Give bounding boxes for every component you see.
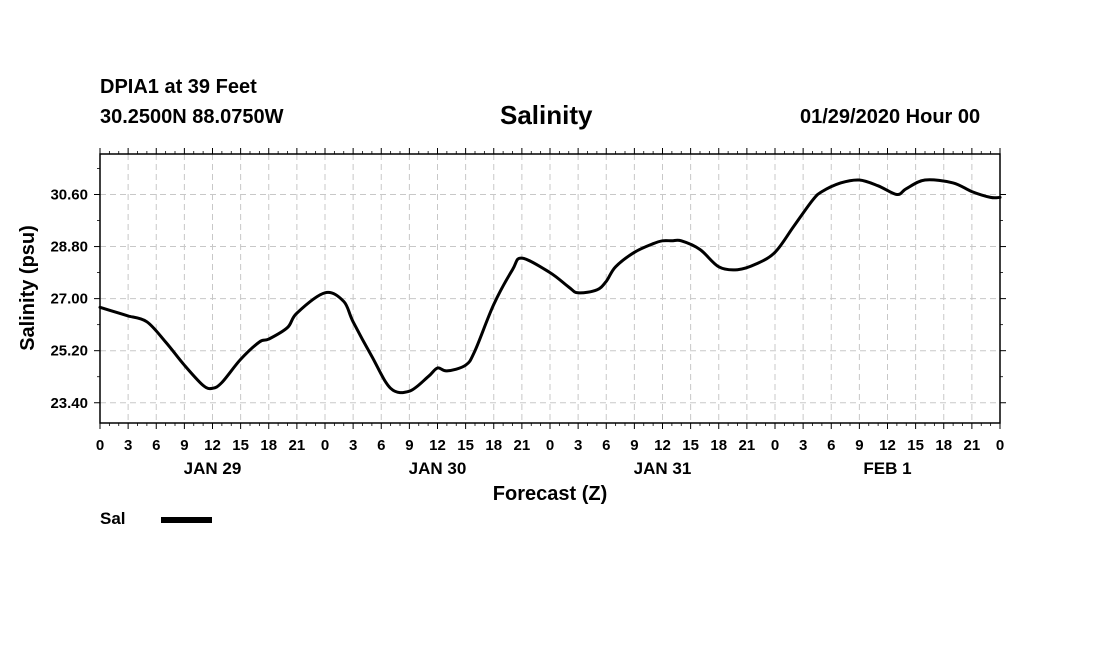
x-tick-label: 12 (429, 437, 446, 454)
x-tick-label: 15 (907, 437, 924, 454)
x-axis-label: Forecast (Z) (493, 483, 607, 505)
x-tick-label: 3 (349, 437, 357, 454)
x-tick-label: 9 (630, 437, 638, 454)
x-tick-label: 9 (855, 437, 863, 454)
x-tick-label: 0 (771, 437, 779, 454)
x-tick-label: 21 (739, 437, 756, 454)
x-tick-label: 0 (996, 437, 1004, 454)
x-tick-label: 9 (180, 437, 188, 454)
x-tick-label: 15 (232, 437, 249, 454)
x-tick-label: 0 (96, 437, 104, 454)
x-tick-label: 12 (879, 437, 896, 454)
x-tick-label: 3 (124, 437, 132, 454)
x-tick-label: 12 (204, 437, 221, 454)
x-tick-label: 3 (799, 437, 807, 454)
grid-lines (100, 154, 1000, 423)
x-tick-label: 18 (935, 437, 952, 454)
legend-line-swatch (161, 517, 212, 523)
x-tick-label: 0 (321, 437, 329, 454)
series-line-sal (98, 178, 1002, 395)
y-tick-label: 27.00 (50, 291, 88, 308)
date-label: JAN 29 (184, 459, 242, 478)
x-tick-label: 6 (152, 437, 160, 454)
y-tick-label: 25.20 (50, 343, 88, 360)
date-label: JAN 30 (409, 459, 467, 478)
date-label: FEB 1 (863, 459, 911, 478)
x-tick-label: 6 (827, 437, 835, 454)
forecast-datetime: 01/29/2020 Hour 00 (800, 106, 981, 128)
station-coordinates: 30.2500N 88.0750W (100, 106, 284, 128)
x-tick-label: 9 (405, 437, 413, 454)
x-tick-label: 18 (260, 437, 277, 454)
series-layer (98, 178, 1002, 395)
x-tick-label: 3 (574, 437, 582, 454)
x-tick-label: 6 (602, 437, 610, 454)
x-tick-label: 12 (654, 437, 671, 454)
x-tick-label: 0 (546, 437, 554, 454)
tick-labels: 0 3 6 9 12 15 18 21 0 3 6 9 12 15 18 21 0 3 6 9 12 15 18 21 0 3 6 9… (50, 186, 1004, 478)
x-tick-label: 21 (289, 437, 306, 454)
axis-ticks (94, 148, 1006, 429)
station-name: DPIA1 at 39 Feet (100, 76, 257, 98)
y-tick-label: 28.80 (50, 239, 88, 256)
y-axis-label: Salinity (psu) (17, 225, 39, 351)
chart-title: Salinity (500, 100, 593, 130)
y-tick-label: 30.60 (50, 186, 88, 203)
legend-label: Sal (100, 509, 126, 528)
date-label: JAN 31 (634, 459, 692, 478)
x-tick-label: 15 (682, 437, 699, 454)
x-tick-label: 21 (964, 437, 981, 454)
x-tick-label: 21 (514, 437, 531, 454)
x-tick-label: 18 (485, 437, 502, 454)
x-tick-label: 15 (457, 437, 474, 454)
x-tick-label: 6 (377, 437, 385, 454)
y-tick-label: 23.40 (50, 395, 88, 412)
x-tick-label: 18 (710, 437, 727, 454)
